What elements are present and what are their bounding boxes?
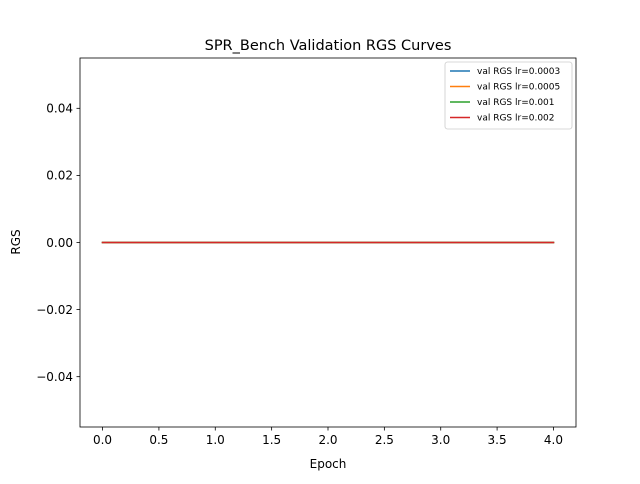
x-tick-label: 0.0	[93, 433, 112, 447]
legend: val RGS lr=0.0003 val RGS lr=0.0005 val RG…	[444, 61, 573, 130]
legend-label: val RGS lr=0.0003	[477, 67, 560, 77]
legend-box	[444, 61, 573, 130]
y-tick-label: 0.04	[46, 102, 73, 116]
x-tick-label: 3.5	[488, 433, 507, 447]
legend-label: val RGS lr=0.002	[477, 114, 555, 124]
y-tick-label: −0.02	[36, 303, 73, 317]
y-axis-label: RGS	[9, 229, 23, 254]
x-tick-label: 2.5	[375, 433, 394, 447]
y-tick-label: 0.00	[46, 236, 73, 250]
legend-label: val RGS lr=0.0005	[477, 83, 560, 93]
x-tick-label: 1.5	[262, 433, 281, 447]
y-tick-label: −0.04	[36, 370, 73, 384]
x-axis-label: Epoch	[310, 457, 347, 471]
chart-title: SPR_Bench Validation RGS Curves	[205, 38, 452, 54]
x-tick-label: 2.0	[318, 433, 337, 447]
legend-label: val RGS lr=0.001	[477, 98, 555, 108]
plot-area: 0.0 0.5 1.0 1.5 2.0 2.5 3.0 3.5 4.0 −0.04 −0.02 0.0…	[36, 57, 577, 447]
x-tick-label: 3.0	[431, 433, 450, 447]
y-tick-label: 0.02	[46, 169, 73, 183]
x-tick-label: 1.0	[206, 433, 225, 447]
x-tick-label: 4.0	[544, 433, 563, 447]
x-tick-label: 0.5	[149, 433, 168, 447]
